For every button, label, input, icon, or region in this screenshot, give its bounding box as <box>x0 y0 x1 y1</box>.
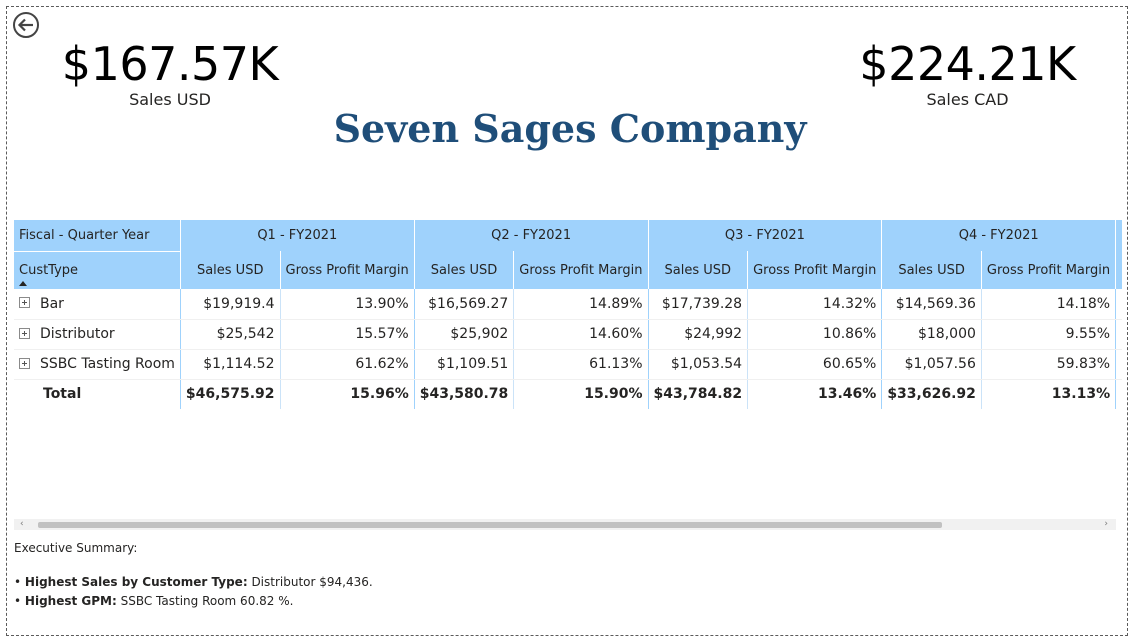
row-label[interactable]: Bar <box>14 289 181 320</box>
summary-item-text: Distributor $94,436. <box>247 575 373 589</box>
row-label-text: Distributor <box>40 326 115 342</box>
cell: $1,053.54 <box>648 349 749 380</box>
measure-header[interactable]: Gross Profit Margin <box>280 251 415 289</box>
measure-header[interactable]: Sales USD <box>414 251 515 289</box>
cell: 15.90% <box>513 379 649 409</box>
expand-plus-icon[interactable] <box>19 327 30 339</box>
expand-plus-icon[interactable] <box>19 297 30 309</box>
cell: $4,335.13 <box>1115 349 1122 380</box>
row-label-text: SSBC Tasting Room <box>40 356 175 372</box>
quarter-header[interactable]: Q3 - FY2021 <box>648 220 883 251</box>
matrix-table: Fiscal - Quarter Year Q1 - FY2021 Q2 - F… <box>14 220 1122 409</box>
table-row-total: Total $46,575.92 15.96% $43,580.78 15.90… <box>14 379 1122 409</box>
cell: 61.62% <box>280 349 415 380</box>
measure-header[interactable]: Gross Profit Margin <box>513 251 649 289</box>
scrollbar-thumb[interactable] <box>38 522 942 528</box>
cell: $16,569.27 <box>414 289 515 320</box>
matrix-visual[interactable]: Fiscal - Quarter Year Q1 - FY2021 Q2 - F… <box>14 220 1122 520</box>
cell: 13.46% <box>747 379 883 409</box>
cell: $25,542 <box>180 319 281 350</box>
cell: $167,568.44 <box>1116 379 1122 409</box>
measure-header[interactable]: Sales USD <box>1115 251 1122 289</box>
back-button[interactable] <box>12 11 40 39</box>
quarter-header-total[interactable] <box>1115 220 1122 251</box>
report-frame <box>6 6 1128 636</box>
kpi-value: $224.21K <box>859 37 1076 91</box>
expand-plus-icon[interactable] <box>19 357 30 369</box>
cell: $18,000 <box>881 319 982 350</box>
table-row[interactable]: Distributor $25,542 15.57% $25,902 14.60… <box>14 319 1122 350</box>
cell: 10.86% <box>747 319 883 350</box>
cell: $1,057.56 <box>881 349 982 380</box>
summary-heading: Executive Summary: <box>14 541 138 555</box>
page-title: Seven Sages Company <box>333 106 807 151</box>
cell: $24,992 <box>648 319 749 350</box>
cell: 15.96% <box>280 379 415 409</box>
measure-header[interactable]: Gross Profit Margin <box>747 251 883 289</box>
summary-item-text: SSBC Tasting Room 60.82 %. <box>116 594 294 608</box>
measure-header[interactable]: Sales USD <box>648 251 749 289</box>
cell: 14.32% <box>747 289 883 320</box>
cell: $17,739.28 <box>648 289 749 320</box>
scroll-left-icon[interactable]: ‹ <box>20 519 24 529</box>
kpi-sales-cad: $224.21K Sales CAD <box>855 38 1080 110</box>
summary-item: • Highest GPM: SSBC Tasting Room 60.82 %… <box>14 594 294 608</box>
row-label-total: Total <box>14 379 181 409</box>
measure-header[interactable]: Sales USD <box>180 251 281 289</box>
cell: 59.83% <box>981 349 1117 380</box>
cell: $1,114.52 <box>180 349 281 380</box>
scroll-right-icon[interactable]: › <box>1104 519 1108 529</box>
cell: 13.13% <box>981 379 1117 409</box>
measure-header[interactable]: Sales USD <box>881 251 982 289</box>
quarter-header[interactable]: Q1 - FY2021 <box>180 220 415 251</box>
cell: 60.65% <box>747 349 883 380</box>
quarter-header[interactable]: Q2 - FY2021 <box>414 220 649 251</box>
cell: $25,902 <box>414 319 515 350</box>
kpi-label: Sales USD <box>129 90 211 109</box>
summary-item-label: Highest Sales by Customer Type: <box>24 575 248 589</box>
cell: 15.57% <box>280 319 415 350</box>
row-label[interactable]: SSBC Tasting Room <box>14 349 181 380</box>
table-row[interactable]: Bar $19,919.4 13.90% $16,569.27 14.89% $… <box>14 289 1122 320</box>
row-label[interactable]: Distributor <box>14 319 181 350</box>
summary-item: • Highest Sales by Customer Type: Distri… <box>14 575 373 589</box>
sort-ascending-icon[interactable] <box>19 281 27 286</box>
kpi-sales-usd: $167.57K Sales USD <box>60 38 280 110</box>
cell: 9.55% <box>981 319 1117 350</box>
horizontal-scrollbar[interactable]: ‹ › <box>14 519 1116 530</box>
quarter-header[interactable]: Q4 - FY2021 <box>881 220 1117 251</box>
cell: $33,626.92 <box>881 379 982 409</box>
table-row[interactable]: SSBC Tasting Room $1,114.52 61.62% $1,10… <box>14 349 1122 380</box>
cell: $68,797.31 <box>1115 289 1122 320</box>
cell: $43,784.82 <box>648 379 749 409</box>
cell: 13.90% <box>280 289 415 320</box>
summary-item-label: Highest GPM: <box>24 594 117 608</box>
cell: $94,436 <box>1115 319 1122 350</box>
row-header-custtype[interactable]: CustType <box>14 251 181 289</box>
cell: $1,109.51 <box>414 349 515 380</box>
kpi-label: Sales CAD <box>926 90 1009 109</box>
measure-header[interactable]: Gross Profit Margin <box>981 251 1117 289</box>
cell: 14.18% <box>981 289 1117 320</box>
column-header-fiscal-quarter-year[interactable]: Fiscal - Quarter Year <box>14 220 181 252</box>
executive-summary: Executive Summary: • Highest Sales by Cu… <box>14 541 373 611</box>
cell: 14.60% <box>513 319 649 350</box>
back-arrow-icon <box>13 12 39 38</box>
cell: $43,580.78 <box>414 379 515 409</box>
row-label-text: Bar <box>40 295 64 312</box>
cell: $19,919.4 <box>180 289 281 320</box>
kpi-value: $167.57K <box>61 37 279 91</box>
row-header-label: CustType <box>19 262 79 278</box>
cell: 61.13% <box>513 349 649 380</box>
cell: 14.89% <box>513 289 649 320</box>
cell: $46,575.92 <box>180 379 281 409</box>
cell: $14,569.36 <box>881 289 982 320</box>
